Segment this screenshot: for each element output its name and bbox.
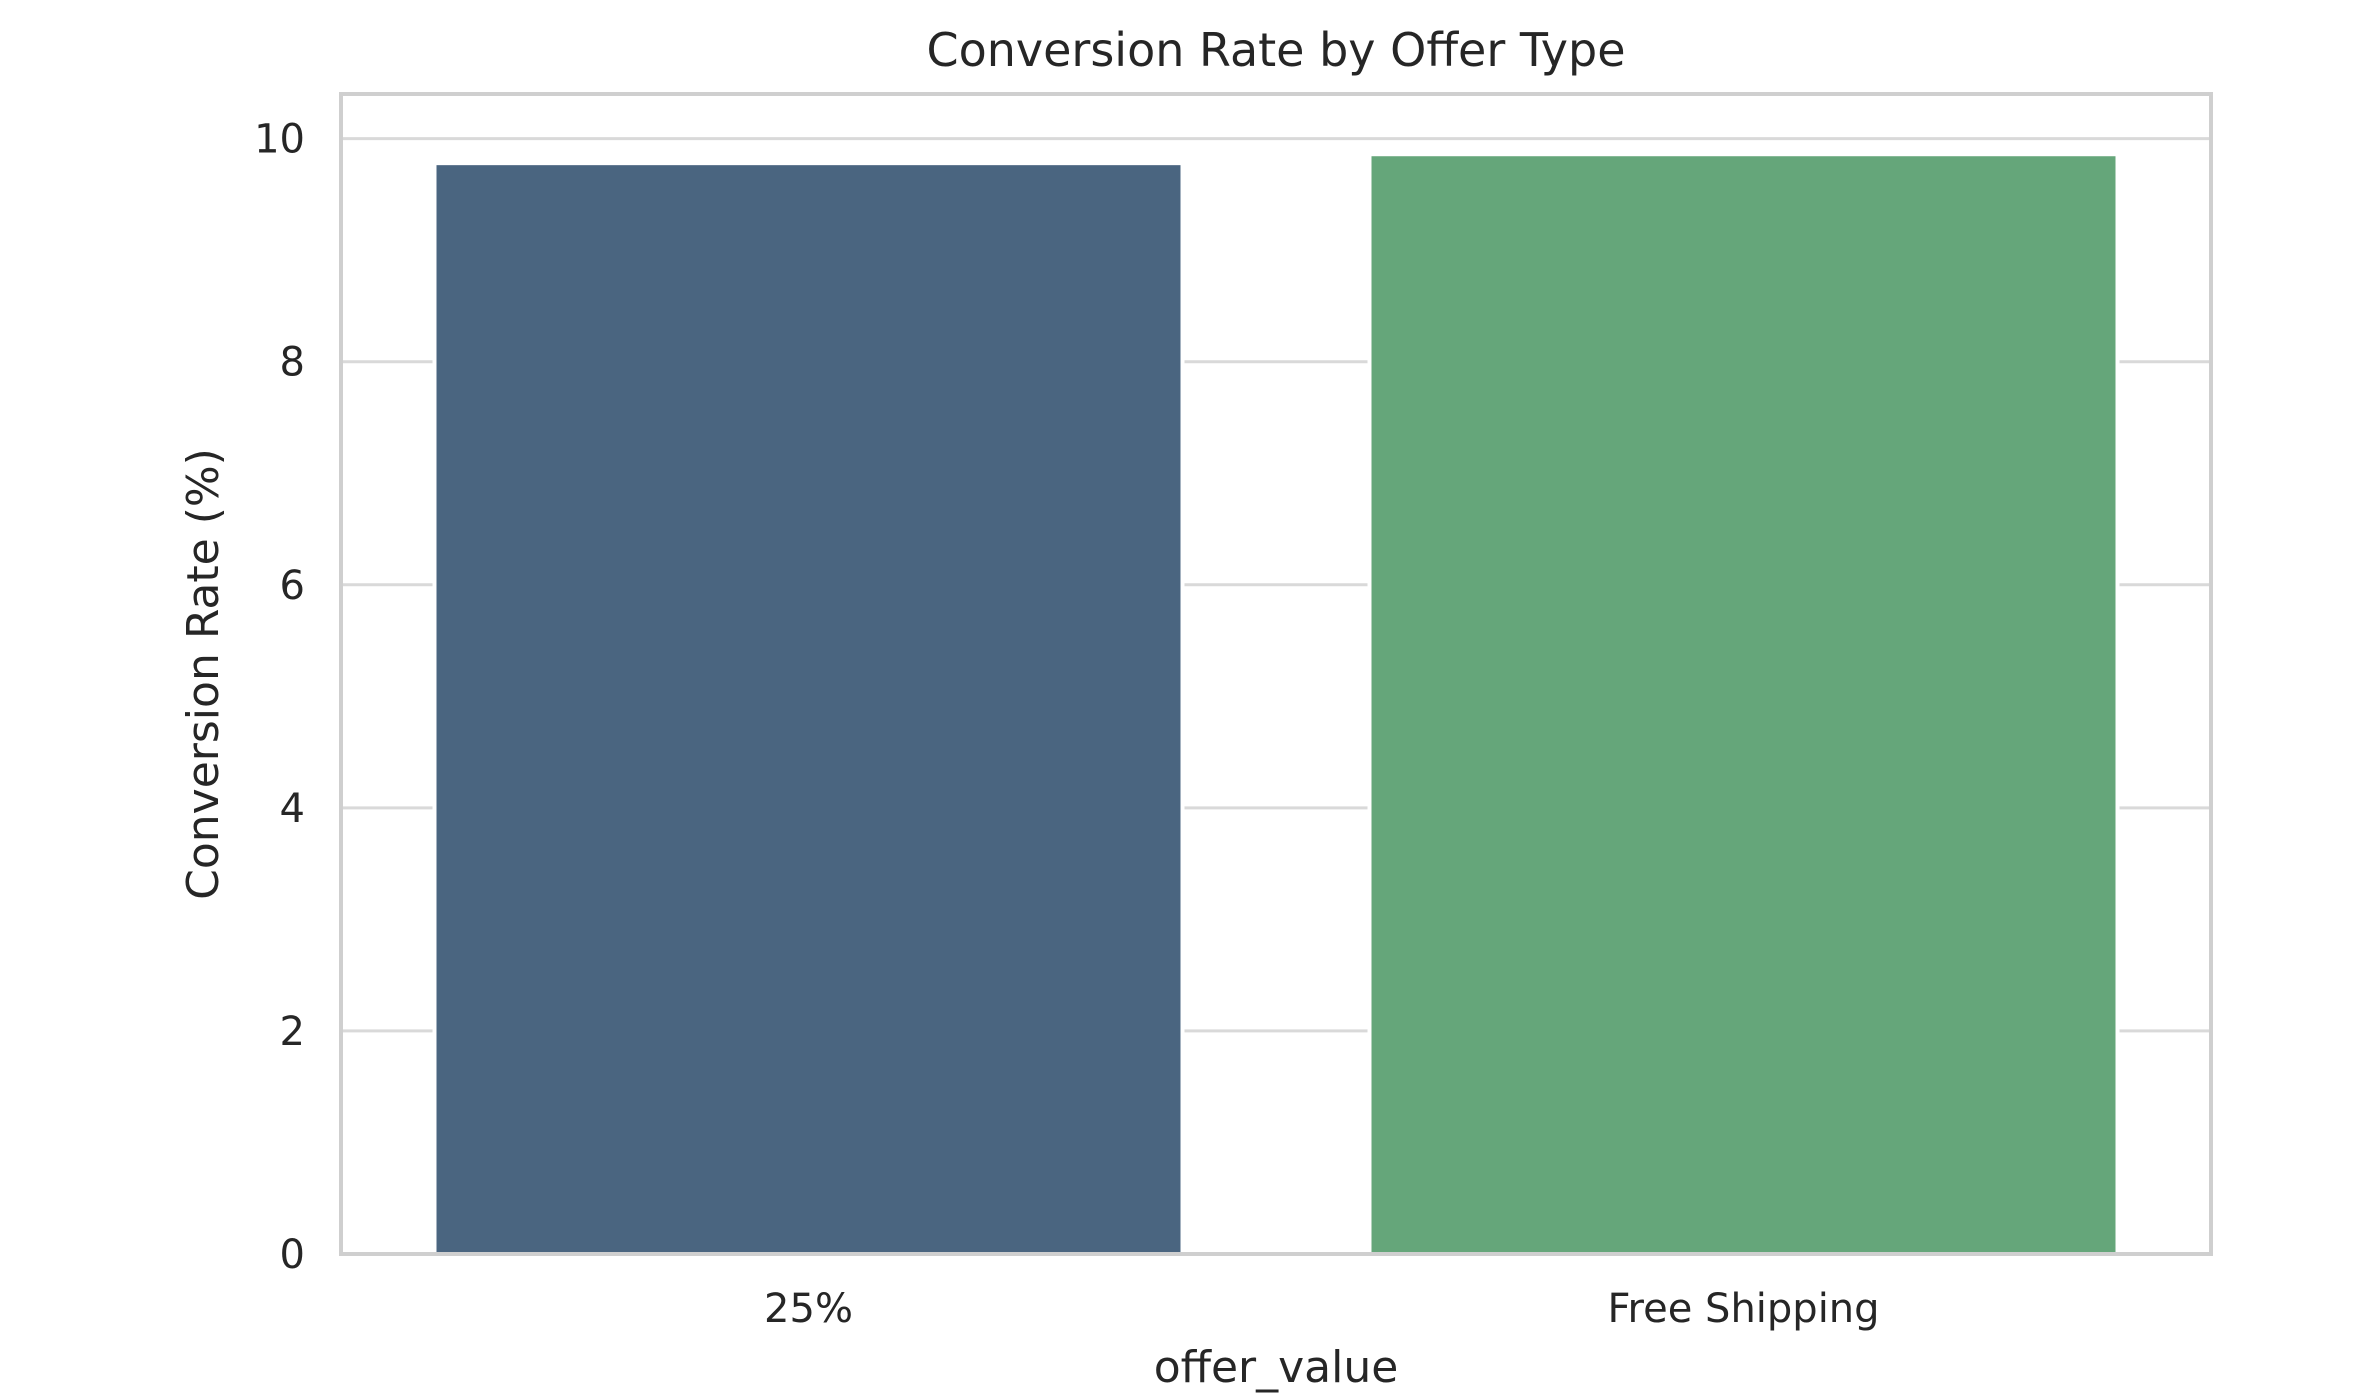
x-axis-label: offer_value <box>1154 1342 1399 1393</box>
y-tick-label: 8 <box>280 340 305 386</box>
y-axis-label: Conversion Rate (%) <box>178 448 229 900</box>
y-tick-labels: 0 2 4 6 8 10 <box>254 117 305 1278</box>
x-tick-label: Free Shipping <box>1607 1286 1879 1332</box>
y-tick-label: 6 <box>280 563 305 609</box>
y-tick-label: 4 <box>280 786 305 832</box>
chart-title: Conversion Rate by Offer Type <box>926 23 1625 77</box>
bar <box>432 161 1185 1257</box>
x-tick-label: 25% <box>764 1286 853 1332</box>
bar-layer <box>432 152 2120 1257</box>
y-tick-label: 2 <box>280 1009 305 1055</box>
bar <box>1367 152 2120 1257</box>
plot-frame <box>339 92 2213 1256</box>
y-tick-label: 0 <box>280 1232 305 1278</box>
y-tick-label: 10 <box>254 117 305 163</box>
x-tick-labels: 25% Free Shipping <box>764 1286 1880 1332</box>
